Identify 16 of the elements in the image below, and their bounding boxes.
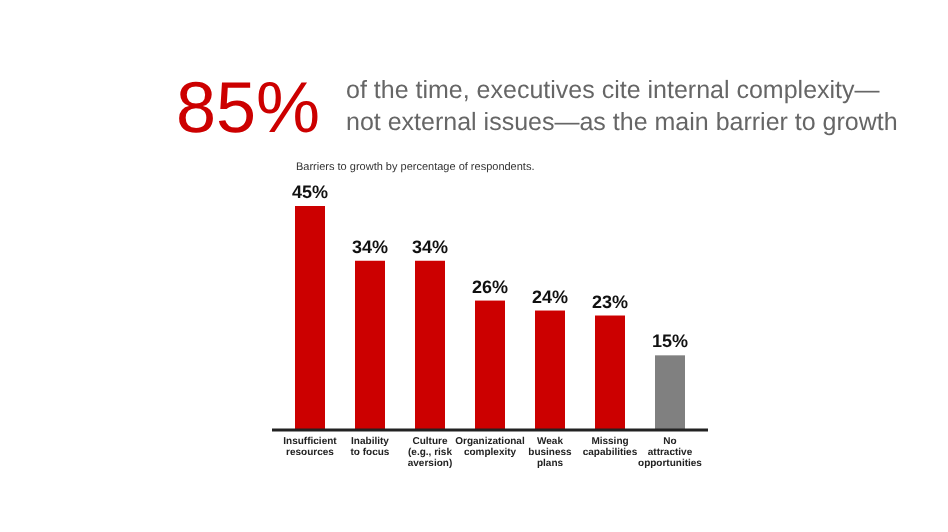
data-label: 45%: [291, 182, 329, 202]
bar: [475, 300, 505, 430]
bar: [535, 310, 565, 430]
data-label: 34%: [411, 236, 449, 257]
bar: [595, 315, 625, 430]
data-label: 23%: [591, 291, 629, 312]
bar: [655, 355, 685, 430]
bar: [295, 206, 325, 430]
data-label: 26%: [471, 276, 509, 297]
chart-title: 85%: [176, 66, 321, 148]
data-label: 15%: [651, 331, 689, 352]
chart-subtitle: of the time, executives cite internal complexity— not external issues—as the main barrier to growth: [346, 76, 898, 136]
bar: [415, 260, 445, 430]
data-label: 34%: [351, 236, 389, 257]
bar: [355, 260, 385, 430]
data-label: 24%: [531, 286, 569, 307]
